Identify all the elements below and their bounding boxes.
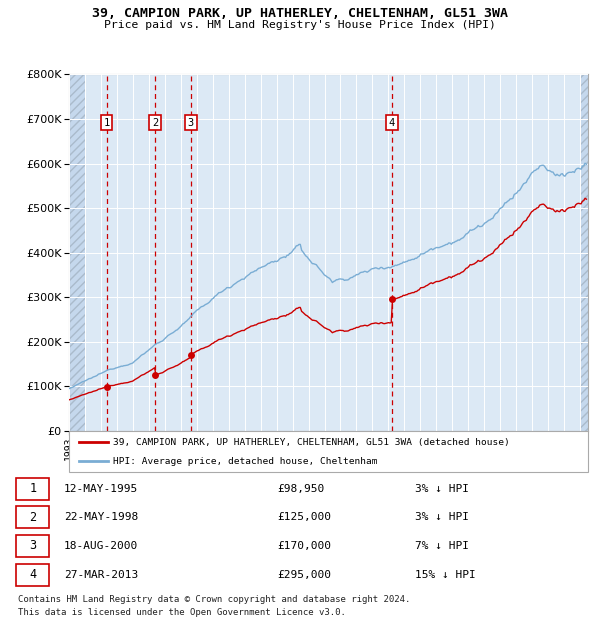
FancyBboxPatch shape bbox=[16, 478, 49, 500]
Text: 3% ↓ HPI: 3% ↓ HPI bbox=[415, 512, 469, 522]
Text: Price paid vs. HM Land Registry's House Price Index (HPI): Price paid vs. HM Land Registry's House … bbox=[104, 20, 496, 30]
Text: HPI: Average price, detached house, Cheltenham: HPI: Average price, detached house, Chel… bbox=[113, 457, 377, 466]
FancyBboxPatch shape bbox=[16, 564, 49, 585]
Text: £170,000: £170,000 bbox=[277, 541, 331, 551]
Text: This data is licensed under the Open Government Licence v3.0.: This data is licensed under the Open Gov… bbox=[18, 608, 346, 617]
Text: 3: 3 bbox=[29, 539, 36, 552]
Text: 4: 4 bbox=[389, 118, 395, 128]
Text: 2: 2 bbox=[152, 118, 158, 128]
Text: 3: 3 bbox=[188, 118, 194, 128]
Text: 2: 2 bbox=[29, 511, 36, 524]
Text: 18-AUG-2000: 18-AUG-2000 bbox=[64, 541, 138, 551]
Text: £295,000: £295,000 bbox=[277, 570, 331, 580]
Text: 12-MAY-1995: 12-MAY-1995 bbox=[64, 484, 138, 494]
Text: 15% ↓ HPI: 15% ↓ HPI bbox=[415, 570, 476, 580]
Text: 1: 1 bbox=[104, 118, 110, 128]
Text: Contains HM Land Registry data © Crown copyright and database right 2024.: Contains HM Land Registry data © Crown c… bbox=[18, 595, 410, 604]
Text: 39, CAMPION PARK, UP HATHERLEY, CHELTENHAM, GL51 3WA: 39, CAMPION PARK, UP HATHERLEY, CHELTENH… bbox=[92, 7, 508, 20]
Text: 27-MAR-2013: 27-MAR-2013 bbox=[64, 570, 138, 580]
FancyBboxPatch shape bbox=[16, 507, 49, 528]
Text: £98,950: £98,950 bbox=[277, 484, 324, 494]
Text: 22-MAY-1998: 22-MAY-1998 bbox=[64, 512, 138, 522]
Text: 1: 1 bbox=[29, 482, 36, 495]
Text: 7% ↓ HPI: 7% ↓ HPI bbox=[415, 541, 469, 551]
Text: 3% ↓ HPI: 3% ↓ HPI bbox=[415, 484, 469, 494]
FancyBboxPatch shape bbox=[16, 535, 49, 557]
Text: £125,000: £125,000 bbox=[277, 512, 331, 522]
Text: 4: 4 bbox=[29, 568, 36, 581]
Text: 39, CAMPION PARK, UP HATHERLEY, CHELTENHAM, GL51 3WA (detached house): 39, CAMPION PARK, UP HATHERLEY, CHELTENH… bbox=[113, 438, 510, 446]
